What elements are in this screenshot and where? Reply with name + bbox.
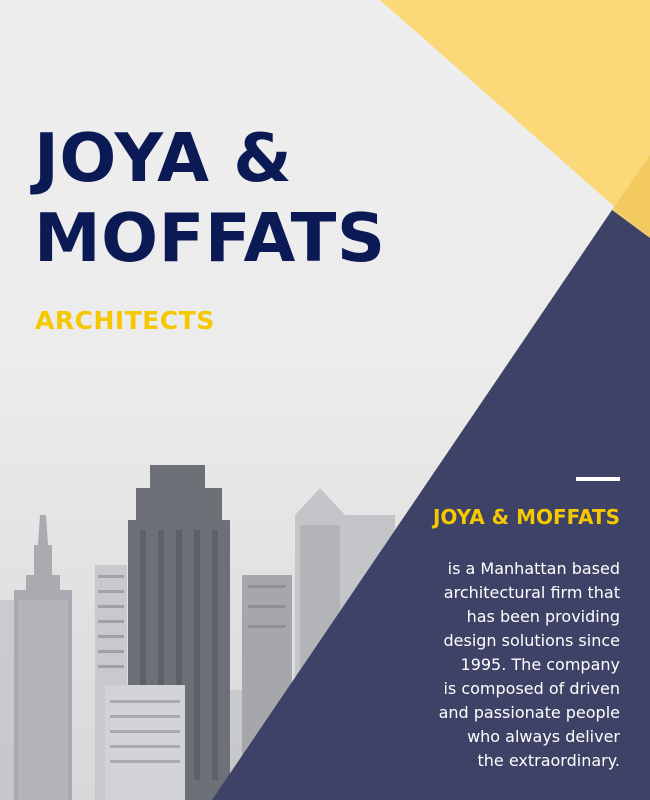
about-line: and passionate people xyxy=(438,703,620,722)
title-line-2: MOFFATS xyxy=(34,199,386,277)
yellow-corner-shape xyxy=(380,0,650,238)
about-heading: JOYA & MOFFATS xyxy=(432,505,620,529)
title-line-1: JOYA & xyxy=(34,119,293,197)
company-subtitle: ARCHITECTS xyxy=(35,306,215,335)
about-line: the extraordinary. xyxy=(477,751,620,770)
about-line: design solutions since xyxy=(443,631,620,650)
about-line: is composed of driven xyxy=(443,679,620,698)
divider-line xyxy=(576,477,620,481)
company-title: JOYA & MOFFATS xyxy=(34,118,386,278)
about-line: architectural firm that xyxy=(443,583,620,602)
city-skyline-image xyxy=(0,465,395,800)
about-text: is a Manhattan based architectural firm … xyxy=(370,557,620,773)
about-line: 1995. The company xyxy=(460,655,620,674)
about-line: is a Manhattan based xyxy=(447,559,620,578)
navy-panel-shape xyxy=(212,210,650,800)
about-line: has been providing xyxy=(466,607,620,626)
about-line: who always deliver xyxy=(467,727,620,746)
